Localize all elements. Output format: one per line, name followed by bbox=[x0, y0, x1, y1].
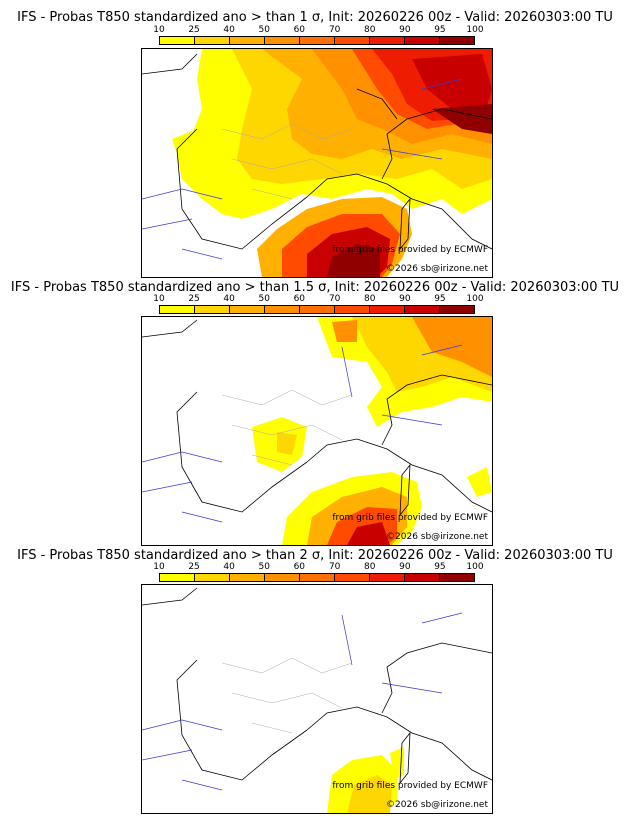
tick-label: 70 bbox=[328, 294, 341, 304]
map-panel-1-5sigma: from grib files provided by ECMWF ©2026 … bbox=[141, 316, 493, 546]
tick-label: 95 bbox=[434, 562, 446, 572]
colorbar-segment bbox=[195, 306, 230, 313]
colorbar-ticks-3: 10 25 40 50 60 70 80 90 95 100 bbox=[153, 562, 483, 573]
copyright-credit: ©2026 sb@irizone.net bbox=[386, 532, 488, 542]
probability-map bbox=[142, 585, 492, 813]
colorbar-segment bbox=[230, 37, 265, 44]
colorbar-segment bbox=[370, 574, 405, 581]
colorbar-segment bbox=[160, 306, 195, 313]
colorbar-segment bbox=[300, 574, 335, 581]
colorbar-segment bbox=[195, 37, 230, 44]
colorbar-segment bbox=[440, 574, 474, 581]
colorbar-segment bbox=[160, 574, 195, 581]
colorbar-segment bbox=[405, 306, 440, 313]
tick-label: 10 bbox=[153, 294, 165, 304]
colorbar-segment bbox=[335, 37, 370, 44]
colorbar-1 bbox=[159, 36, 475, 45]
tick-label: 90 bbox=[399, 562, 411, 572]
colorbar-segment bbox=[300, 306, 335, 313]
tick-label: 10 bbox=[153, 562, 165, 572]
source-credit: from grib files provided by ECMWF bbox=[332, 245, 488, 255]
colorbar-segment bbox=[370, 37, 405, 44]
source-credit: from grib files provided by ECMWF bbox=[332, 781, 488, 791]
colorbar-segment bbox=[335, 306, 370, 313]
colorbar-segment bbox=[265, 306, 300, 313]
colorbar-segment bbox=[230, 574, 265, 581]
colorbar-segment bbox=[405, 37, 440, 44]
tick-label: 80 bbox=[364, 294, 376, 304]
colorbar-3 bbox=[159, 573, 475, 582]
colorbar-ticks-2: 10 25 40 50 60 70 80 90 95 100 bbox=[153, 294, 483, 305]
tick-label: 25 bbox=[188, 294, 200, 304]
tick-label: 10 bbox=[153, 25, 165, 35]
tick-label: 60 bbox=[293, 562, 306, 572]
map-title-1-5sigma: IFS - Probas T850 standardized ano > tha… bbox=[10, 280, 620, 295]
colorbar-segment bbox=[230, 306, 265, 313]
map-panel-2sigma: from grib files provided by ECMWF ©2026 … bbox=[141, 584, 493, 814]
tick-label: 40 bbox=[223, 294, 235, 304]
copyright-credit: ©2026 sb@irizone.net bbox=[386, 800, 488, 810]
map-title-1sigma: IFS - Probas T850 standardized ano > tha… bbox=[17, 10, 613, 25]
colorbar-segment bbox=[160, 37, 195, 44]
copyright-credit: ©2026 sb@irizone.net bbox=[386, 264, 488, 274]
colorbar-segment bbox=[195, 574, 230, 581]
colorbar-segment bbox=[265, 37, 300, 44]
colorbar-ticks-1: 10 25 40 50 60 70 80 90 95 100 bbox=[153, 25, 483, 36]
tick-label: 100 bbox=[466, 294, 484, 304]
tick-label: 90 bbox=[399, 25, 411, 35]
tick-label: 80 bbox=[364, 25, 376, 35]
colorbar-2 bbox=[159, 305, 475, 314]
tick-label: 50 bbox=[258, 25, 270, 35]
probability-map bbox=[142, 317, 492, 545]
tick-label: 60 bbox=[293, 25, 306, 35]
tick-label: 40 bbox=[223, 25, 235, 35]
map-panel-1sigma: from grib files provided by ECMWF ©2026 … bbox=[141, 48, 493, 278]
colorbar-segment bbox=[265, 574, 300, 581]
tick-label: 50 bbox=[258, 562, 270, 572]
source-credit: from grib files provided by ECMWF bbox=[332, 513, 488, 523]
probability-map bbox=[142, 49, 492, 277]
tick-label: 100 bbox=[466, 25, 484, 35]
tick-label: 25 bbox=[188, 562, 200, 572]
tick-label: 100 bbox=[466, 562, 484, 572]
colorbar-segment bbox=[440, 306, 474, 313]
tick-label: 70 bbox=[328, 562, 341, 572]
tick-label: 95 bbox=[434, 294, 446, 304]
colorbar-segment bbox=[300, 37, 335, 44]
tick-label: 50 bbox=[258, 294, 270, 304]
map-title-2sigma: IFS - Probas T850 standardized ano > tha… bbox=[17, 548, 613, 563]
colorbar-segment bbox=[335, 574, 370, 581]
colorbar-segment bbox=[405, 574, 440, 581]
tick-label: 90 bbox=[399, 294, 411, 304]
colorbar-segment bbox=[370, 306, 405, 313]
tick-label: 70 bbox=[328, 25, 341, 35]
tick-label: 40 bbox=[223, 562, 235, 572]
tick-label: 60 bbox=[293, 294, 306, 304]
colorbar-segment bbox=[440, 37, 474, 44]
tick-label: 25 bbox=[188, 25, 200, 35]
tick-label: 95 bbox=[434, 25, 446, 35]
tick-label: 80 bbox=[364, 562, 376, 572]
